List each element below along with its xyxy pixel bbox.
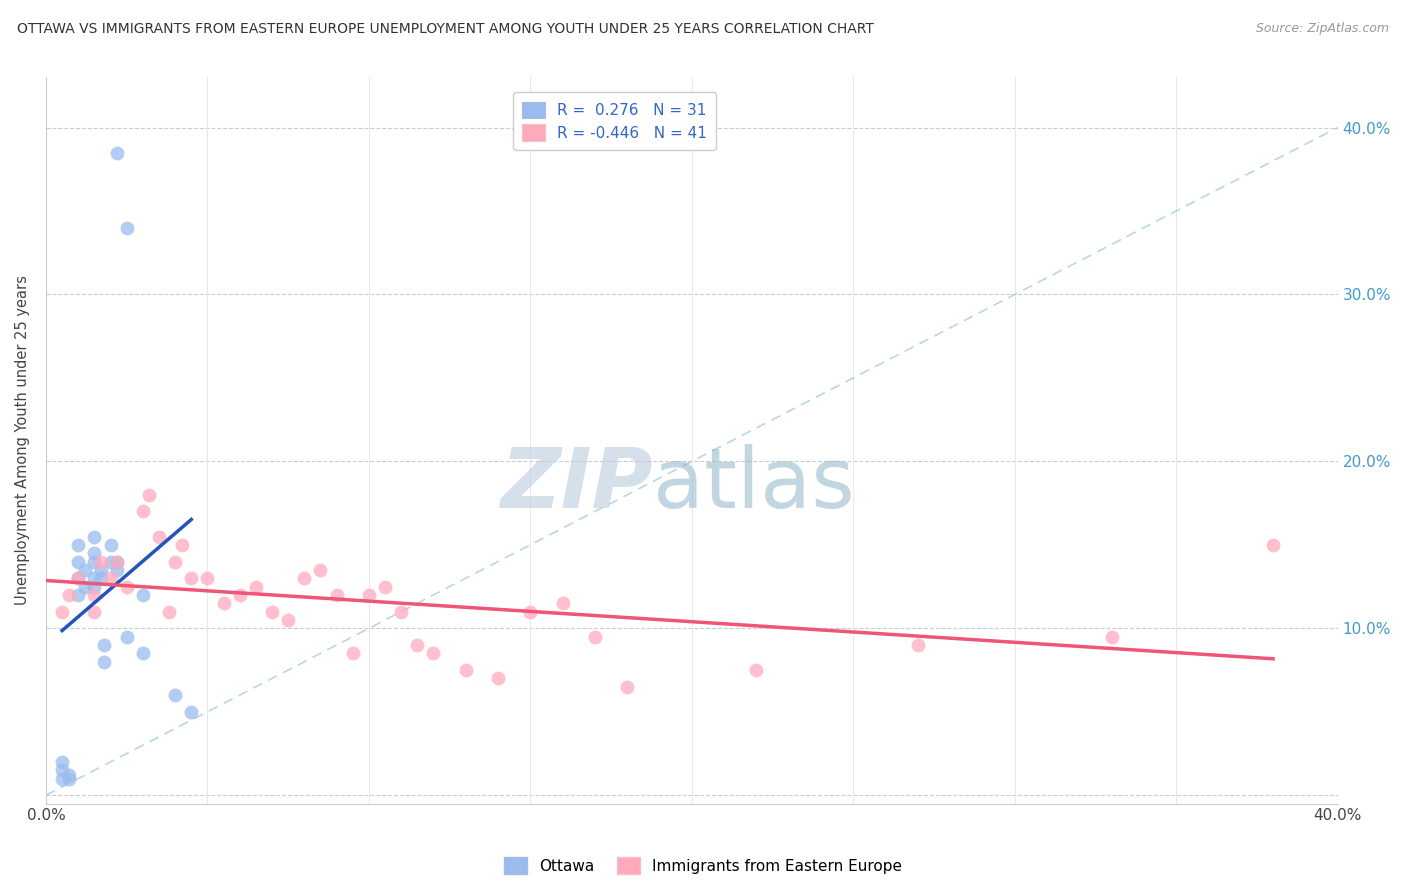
Point [132,588,155,602]
Point [51,763,73,777]
Point [907,638,929,652]
Point [51,605,73,619]
Point [83,588,105,602]
Text: OTTAWA VS IMMIGRANTS FROM EASTERN EUROPE UNEMPLOYMENT AMONG YOUTH UNDER 25 YEARS: OTTAWA VS IMMIGRANTS FROM EASTERN EUROPE… [17,22,873,37]
Point [165,555,187,569]
Point [67,555,90,569]
Point [105,555,128,569]
Point [277,613,299,627]
Point [83,546,105,560]
Point [406,638,429,652]
Point [100,555,122,569]
Point [105,555,128,569]
Point [1261,538,1284,552]
Point [422,646,444,660]
Point [138,488,160,502]
Point [67,588,90,602]
Text: ZIP: ZIP [501,443,652,524]
Point [374,580,396,594]
Point [105,145,128,160]
Point [745,663,768,677]
Y-axis label: Unemployment Among Youth under 25 years: Unemployment Among Youth under 25 years [15,276,30,606]
Point [389,605,412,619]
Point [83,605,105,619]
Point [519,605,541,619]
Point [148,529,170,543]
Point [115,220,138,235]
Point [83,555,105,569]
Point [170,538,193,552]
Point [67,571,90,585]
Point [1101,630,1123,644]
Point [100,571,122,585]
Point [67,571,90,585]
Point [73,580,96,594]
Point [90,555,112,569]
Point [228,588,250,602]
Point [486,672,509,686]
Point [180,571,202,585]
Point [83,580,105,594]
Point [67,538,90,552]
Point [83,529,105,543]
Point [357,588,380,602]
Legend: R =  0.276   N = 31, R = -0.446   N = 41: R = 0.276 N = 31, R = -0.446 N = 41 [513,93,716,150]
Point [51,755,73,769]
Point [454,663,477,677]
Point [309,563,332,577]
Point [51,772,73,786]
Point [325,588,347,602]
Point [93,638,115,652]
Point [197,571,219,585]
Point [58,772,80,786]
Point [105,563,128,577]
Point [583,630,606,644]
Point [180,705,202,719]
Point [132,504,155,518]
Point [90,563,112,577]
Point [551,596,574,610]
Point [342,646,364,660]
Point [292,571,315,585]
Point [132,646,155,660]
Point [260,605,283,619]
Text: Source: ZipAtlas.com: Source: ZipAtlas.com [1256,22,1389,36]
Point [100,538,122,552]
Point [115,580,138,594]
Point [245,580,267,594]
Text: atlas: atlas [652,443,855,524]
Point [93,655,115,669]
Point [165,688,187,702]
Point [115,630,138,644]
Point [616,680,638,694]
Point [58,588,80,602]
Point [83,571,105,585]
Legend: Ottawa, Immigrants from Eastern Europe: Ottawa, Immigrants from Eastern Europe [498,851,908,880]
Point [58,768,80,782]
Point [73,563,96,577]
Point [212,596,235,610]
Point [90,571,112,585]
Point [157,605,180,619]
